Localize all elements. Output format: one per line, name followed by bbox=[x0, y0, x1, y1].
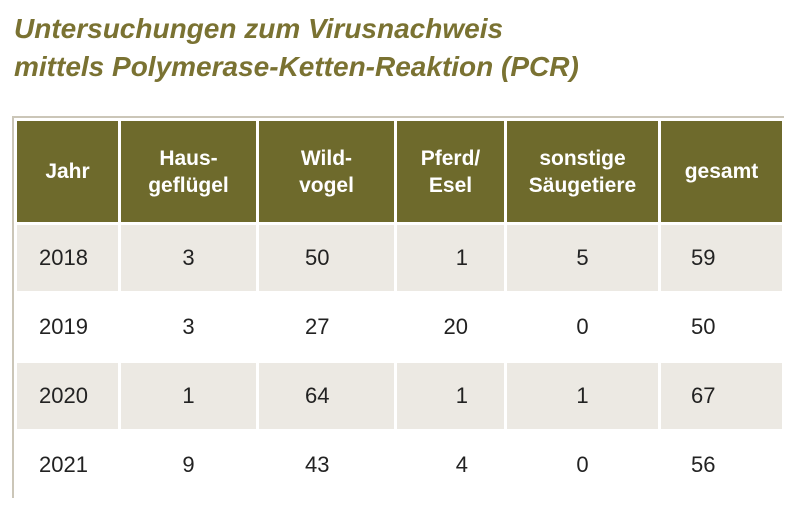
cell-wildvogel: 50 bbox=[256, 222, 397, 294]
title-line-2: mittels Polymerase-Ketten-Reaktion (PCR) bbox=[14, 51, 579, 82]
header-jahr: Jahr bbox=[14, 118, 121, 225]
table-row: 2019 3 27 20 0 50 bbox=[14, 291, 785, 363]
table-row: 2021 9 43 4 0 56 bbox=[14, 429, 785, 501]
header-sonstige-saeugetiere: sonstige Säugetiere bbox=[504, 118, 661, 225]
header-hausgefluegel: Haus- geflügel bbox=[118, 118, 259, 225]
cell-pferd-esel: 4 bbox=[394, 429, 507, 501]
cell-wildvogel: 43 bbox=[256, 429, 397, 501]
cell-pferd-esel: 1 bbox=[394, 360, 507, 432]
header-gesamt: gesamt bbox=[658, 118, 785, 225]
cell-jahr: 2021 bbox=[14, 429, 121, 501]
cell-pferd-esel: 20 bbox=[394, 291, 507, 363]
cell-gesamt: 50 bbox=[658, 291, 785, 363]
cell-jahr: 2018 bbox=[14, 222, 121, 294]
header-pferd-esel: Pferd/ Esel bbox=[394, 118, 507, 225]
pcr-table-container: Jahr Haus- geflügel Wild- vogel Pferd/ E… bbox=[12, 116, 785, 501]
cell-hausgefluegel: 1 bbox=[118, 360, 259, 432]
cell-saeugetiere: 5 bbox=[504, 222, 661, 294]
cell-wildvogel: 64 bbox=[256, 360, 397, 432]
cell-saeugetiere: 0 bbox=[504, 291, 661, 363]
cell-gesamt: 56 bbox=[658, 429, 785, 501]
cell-hausgefluegel: 3 bbox=[118, 291, 259, 363]
cell-jahr: 2019 bbox=[14, 291, 121, 363]
cell-wildvogel: 27 bbox=[256, 291, 397, 363]
cell-hausgefluegel: 9 bbox=[118, 429, 259, 501]
cell-hausgefluegel: 3 bbox=[118, 222, 259, 294]
title-line-1: Untersuchungen zum Virusnachweis bbox=[14, 13, 504, 44]
cell-saeugetiere: 0 bbox=[504, 429, 661, 501]
header-wildvogel: Wild- vogel bbox=[256, 118, 397, 225]
table-row: 2018 3 50 1 5 59 bbox=[14, 222, 785, 294]
page-title: Untersuchungen zum Virusnachweis mittels… bbox=[14, 10, 579, 86]
cell-pferd-esel: 1 bbox=[394, 222, 507, 294]
pcr-table: Jahr Haus- geflügel Wild- vogel Pferd/ E… bbox=[14, 118, 785, 501]
cell-gesamt: 59 bbox=[658, 222, 785, 294]
table-header-row: Jahr Haus- geflügel Wild- vogel Pferd/ E… bbox=[14, 118, 785, 225]
cell-saeugetiere: 1 bbox=[504, 360, 661, 432]
cell-gesamt: 67 bbox=[658, 360, 785, 432]
cell-jahr: 2020 bbox=[14, 360, 121, 432]
table-row: 2020 1 64 1 1 67 bbox=[14, 360, 785, 432]
